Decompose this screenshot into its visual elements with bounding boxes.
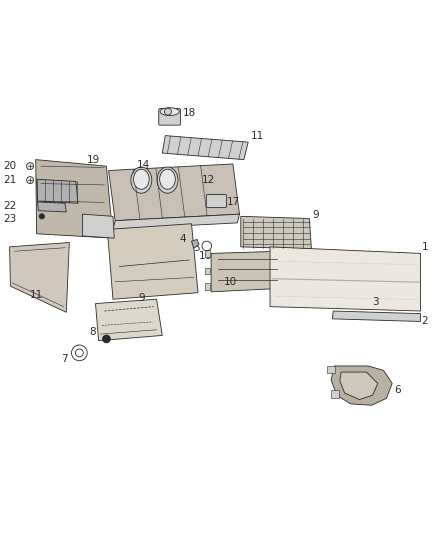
Polygon shape <box>95 299 162 341</box>
Polygon shape <box>162 135 248 159</box>
FancyBboxPatch shape <box>159 109 180 125</box>
Text: 11: 11 <box>30 290 43 300</box>
Text: 4: 4 <box>179 234 186 244</box>
Ellipse shape <box>134 169 149 189</box>
Bar <box>331 390 339 398</box>
Polygon shape <box>36 159 113 238</box>
Polygon shape <box>211 251 283 292</box>
Text: 9: 9 <box>312 210 319 220</box>
Polygon shape <box>82 214 114 238</box>
Polygon shape <box>331 366 392 405</box>
Polygon shape <box>109 164 240 221</box>
Text: 3: 3 <box>373 297 379 308</box>
Text: 11: 11 <box>251 131 264 141</box>
Ellipse shape <box>157 167 178 193</box>
Text: 20: 20 <box>4 161 17 171</box>
Text: 6: 6 <box>394 384 401 394</box>
Polygon shape <box>113 214 240 229</box>
Text: 1: 1 <box>421 242 428 252</box>
Polygon shape <box>107 224 198 299</box>
Polygon shape <box>37 179 78 203</box>
Text: 12: 12 <box>201 175 215 185</box>
Circle shape <box>39 214 45 219</box>
Ellipse shape <box>160 108 179 116</box>
Polygon shape <box>270 247 420 311</box>
Text: 7: 7 <box>61 354 68 364</box>
Polygon shape <box>332 311 420 321</box>
Bar <box>327 366 335 374</box>
Polygon shape <box>131 169 183 193</box>
Text: 17: 17 <box>227 197 240 207</box>
Bar <box>205 283 210 289</box>
Polygon shape <box>241 216 311 249</box>
Text: 19: 19 <box>87 155 100 165</box>
Text: 21: 21 <box>4 175 17 185</box>
Bar <box>205 268 210 274</box>
Polygon shape <box>38 202 66 212</box>
Circle shape <box>27 163 34 169</box>
Ellipse shape <box>159 169 175 189</box>
Circle shape <box>102 335 110 343</box>
Text: 14: 14 <box>137 160 150 170</box>
Bar <box>205 251 210 257</box>
Circle shape <box>164 108 171 115</box>
Text: 18: 18 <box>183 108 196 118</box>
Text: 2: 2 <box>421 316 428 326</box>
Polygon shape <box>10 243 69 312</box>
Text: 16: 16 <box>199 251 212 261</box>
Text: 8: 8 <box>89 327 95 337</box>
Text: 22: 22 <box>4 201 17 211</box>
Ellipse shape <box>131 167 152 193</box>
Polygon shape <box>191 239 199 248</box>
FancyBboxPatch shape <box>206 195 226 207</box>
Polygon shape <box>340 372 378 400</box>
Text: 5: 5 <box>194 243 200 253</box>
Text: 9: 9 <box>138 293 145 303</box>
Circle shape <box>27 176 34 183</box>
Text: 23: 23 <box>4 214 17 223</box>
Text: 10: 10 <box>224 277 237 287</box>
